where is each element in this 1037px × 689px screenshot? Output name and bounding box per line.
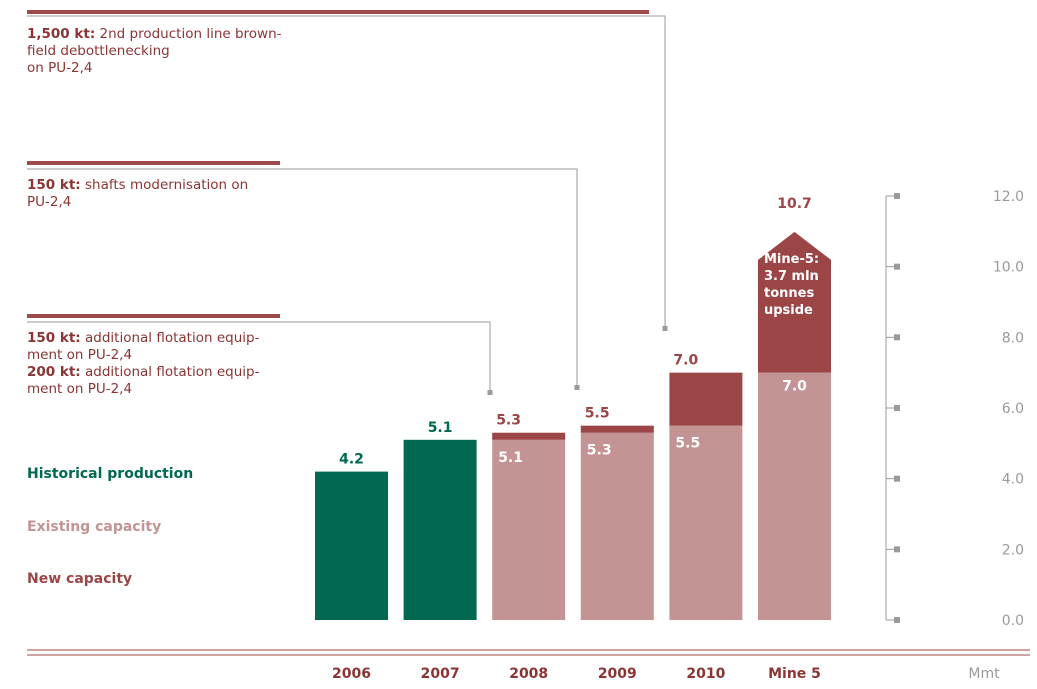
annotation-3: 150 kt: additional flotation equip- ment…: [27, 330, 287, 398]
annotation-1-line-2: on PU-2,4: [27, 60, 93, 76]
existing-label-2009: 5.3: [587, 443, 612, 459]
bar-historical-2006: [315, 471, 388, 620]
bar-existing-2009: [580, 432, 654, 620]
annotation-2-bold: 150 kt:: [27, 177, 81, 193]
mine5-note: Mine-5: 3.7 mln tonnes upside: [764, 252, 820, 318]
y-tick-marker-2.0: [894, 546, 900, 553]
leader-line-2: [27, 168, 578, 387]
annotation-rule-1: [27, 10, 649, 14]
annotation-rule-3: [27, 314, 280, 318]
existing-label-Mine 5: 7.0: [782, 379, 807, 395]
total-label-2009: 5.5: [585, 406, 610, 422]
annotation-1-line-1: field debottlenecking: [27, 43, 170, 59]
legend-new: New capacity: [27, 571, 133, 587]
y-tick-label-10.0: 10.0: [993, 260, 1024, 276]
total-label-Mine 5: 10.7: [777, 196, 812, 212]
annotation-1-bold: 1,500 kt:: [27, 26, 96, 42]
existing-label-2010: 5.5: [675, 436, 700, 452]
annotation-3-text: additional flotation equip-: [80, 330, 260, 346]
annotation-4-bold: 200 kt:: [27, 364, 81, 380]
legend-historical: Historical production: [27, 466, 194, 482]
bar-new-2008: [492, 432, 566, 440]
total-label-2006: 4.2: [339, 452, 364, 468]
leader-line-3: [27, 321, 491, 392]
annotation-4-line-1: ment on PU-2,4: [27, 381, 133, 397]
y-tick-label-8.0: 8.0: [1002, 330, 1024, 346]
total-label-2007: 5.1: [428, 420, 453, 436]
existing-label-2008: 5.1: [498, 450, 523, 466]
x-label-2009: 2009: [598, 666, 637, 682]
y-tick-marker-10.0: [894, 263, 900, 270]
x-label-2010: 2010: [686, 666, 725, 682]
x-label-2006: 2006: [332, 666, 371, 682]
y-tick-marker-6.0: [894, 405, 900, 411]
bar-existing-2008: [492, 439, 566, 620]
y-tick-label-4.0: 4.0: [1002, 472, 1024, 488]
annotation-rule-2: [27, 161, 280, 165]
annotation-4-text: additional flotation equip-: [80, 364, 260, 380]
x-label-2008: 2008: [509, 666, 548, 682]
y-tick-label-12.0: 12.0: [993, 189, 1024, 205]
legend-existing: Existing capacity: [27, 519, 162, 535]
x-label-2007: 2007: [421, 666, 460, 682]
leader-marker-3: [487, 390, 493, 395]
bar-new-Mine 5: [758, 231, 831, 373]
x-label-Mine 5: Mine 5: [768, 666, 821, 682]
bar-new-2009: [580, 425, 654, 433]
y-tick-marker-12.0: [894, 193, 900, 199]
annotation-1-text: 2nd production line brown-: [95, 26, 282, 42]
bar-existing-Mine 5: [758, 372, 831, 620]
y-tick-marker-0.0: [894, 617, 900, 623]
annotation-2-text: shafts modernisation on: [80, 177, 249, 193]
y-tick-label-6.0: 6.0: [1002, 401, 1024, 417]
leader-line-1: [27, 15, 666, 328]
annotation-1: 1,500 kt: 2nd production line brown- fie…: [27, 26, 287, 77]
unit-label: Mmt: [968, 666, 1000, 682]
annotation-3-bold: 150 kt:: [27, 330, 81, 346]
bar-historical-2007: [403, 439, 477, 620]
y-tick-label-0.0: 0.0: [1002, 613, 1024, 629]
leader-marker-2: [574, 385, 580, 390]
leader-marker-1: [662, 326, 668, 331]
y-tick-label-2.0: 2.0: [1002, 542, 1024, 558]
y-tick-marker-4.0: [894, 475, 900, 482]
y-tick-marker-8.0: [894, 334, 900, 341]
bar-existing-2010: [669, 425, 743, 620]
total-label-2010: 7.0: [673, 353, 698, 369]
annotation-3-line-1: ment on PU-2,4: [27, 347, 133, 363]
total-label-2008: 5.3: [496, 413, 521, 429]
bar-new-2010: [669, 372, 743, 426]
annotation-2-line-1: PU-2,4: [27, 194, 72, 210]
annotation-2: 150 kt: shafts modernisation on PU-2,4: [27, 177, 287, 211]
